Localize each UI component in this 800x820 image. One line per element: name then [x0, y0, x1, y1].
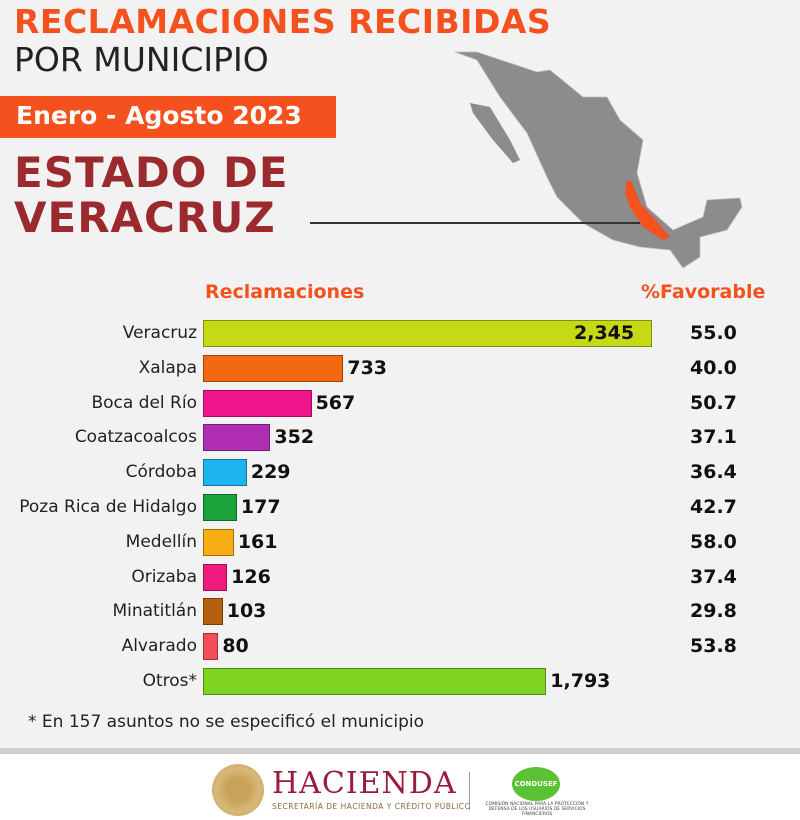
percent-favorable-label: 42.7	[690, 496, 737, 518]
percent-favorable-label: 40.0	[690, 356, 737, 379]
bar-orizaba	[203, 563, 228, 591]
category-label: Alvarado	[121, 636, 197, 657]
category-label: Boca del Río	[91, 392, 197, 413]
hacienda-subtitle: SECRETARÍA DE HACIENDA Y CRÉDITO PÚBLICO	[272, 802, 471, 811]
value-label: 2,345	[574, 322, 635, 344]
category-label: Córdoba	[125, 462, 197, 483]
bar-otros	[203, 668, 547, 695]
percent-favorable-label: 37.1	[690, 426, 737, 449]
category-label: Minatitlán	[112, 601, 197, 622]
value-label: 567	[315, 391, 356, 414]
value-label: 126	[231, 565, 271, 588]
percent-favorable-label: 37.4	[690, 565, 737, 588]
column-header-reclamaciones: Reclamaciones	[205, 281, 365, 303]
bar-boca-del-r-o	[203, 389, 312, 417]
bar-minatitl-n	[203, 598, 223, 626]
category-label: Medellín	[125, 531, 197, 552]
mexico-map	[454, 51, 743, 269]
percent-favorable-label: 50.7	[690, 391, 737, 414]
bar-medell-n	[203, 528, 234, 556]
percent-favorable-label: 53.8	[690, 635, 737, 658]
bar-veracruz	[203, 320, 652, 347]
value-label: 733	[347, 356, 388, 379]
mexico-seal-logo	[212, 764, 264, 816]
value-label: 161	[237, 530, 278, 553]
leader-line	[310, 222, 640, 224]
map-veracruz-highlight	[625, 180, 670, 240]
condusef-subtitle: COMISIÓN NACIONAL PARA LA PROTECCIÓN Y D…	[485, 802, 589, 817]
bar-xalapa	[203, 354, 344, 382]
condusef-logo: CONDUSEF	[512, 767, 560, 801]
state-title-line-2: VERACRUZ	[14, 193, 276, 242]
footnote: * En 157 asuntos no se especificó el mun…	[28, 712, 425, 732]
state-title-line-1: ESTADO DE	[14, 148, 289, 197]
category-label: Veracruz	[122, 323, 197, 343]
bar-c-rdoba	[203, 459, 247, 487]
bar-alvarado	[203, 633, 219, 661]
category-label: Coatzacoalcos	[74, 427, 197, 448]
period-banner: Enero - Agosto 2023	[0, 96, 336, 138]
percent-favorable-label: 58.0	[690, 530, 737, 553]
footer	[0, 748, 800, 820]
title-line-1: RECLAMACIONES RECIBIDAS	[14, 2, 552, 41]
bar-coatzacoalcos	[203, 424, 271, 452]
value-label: 80	[222, 635, 249, 658]
column-header-favorable: %Favorable	[641, 281, 766, 303]
title-line-2: POR MUNICIPIO	[14, 40, 269, 79]
category-label: Poza Rica de Hidalgo	[19, 497, 197, 517]
category-label: Orizaba	[131, 566, 197, 587]
bar-poza-rica-de-hidalgo	[203, 494, 237, 521]
value-label: 177	[240, 496, 281, 518]
percent-favorable-label: 29.8	[690, 600, 737, 623]
percent-favorable-label: 36.4	[690, 461, 737, 484]
category-label: Otros*	[142, 671, 197, 691]
value-label: 1,793	[550, 670, 611, 692]
map-mexico-mainland	[454, 51, 743, 269]
category-label: Xalapa	[138, 357, 197, 378]
percent-favorable-label: 55.0	[690, 322, 737, 344]
footer-divider	[469, 772, 470, 810]
value-label: 103	[226, 600, 267, 623]
period-label: Enero - Agosto 2023	[16, 101, 302, 130]
hacienda-logo-text: HACIENDA	[272, 766, 457, 801]
map-baja-california	[470, 103, 520, 163]
value-label: 229	[250, 461, 291, 484]
value-label: 352	[274, 426, 315, 449]
